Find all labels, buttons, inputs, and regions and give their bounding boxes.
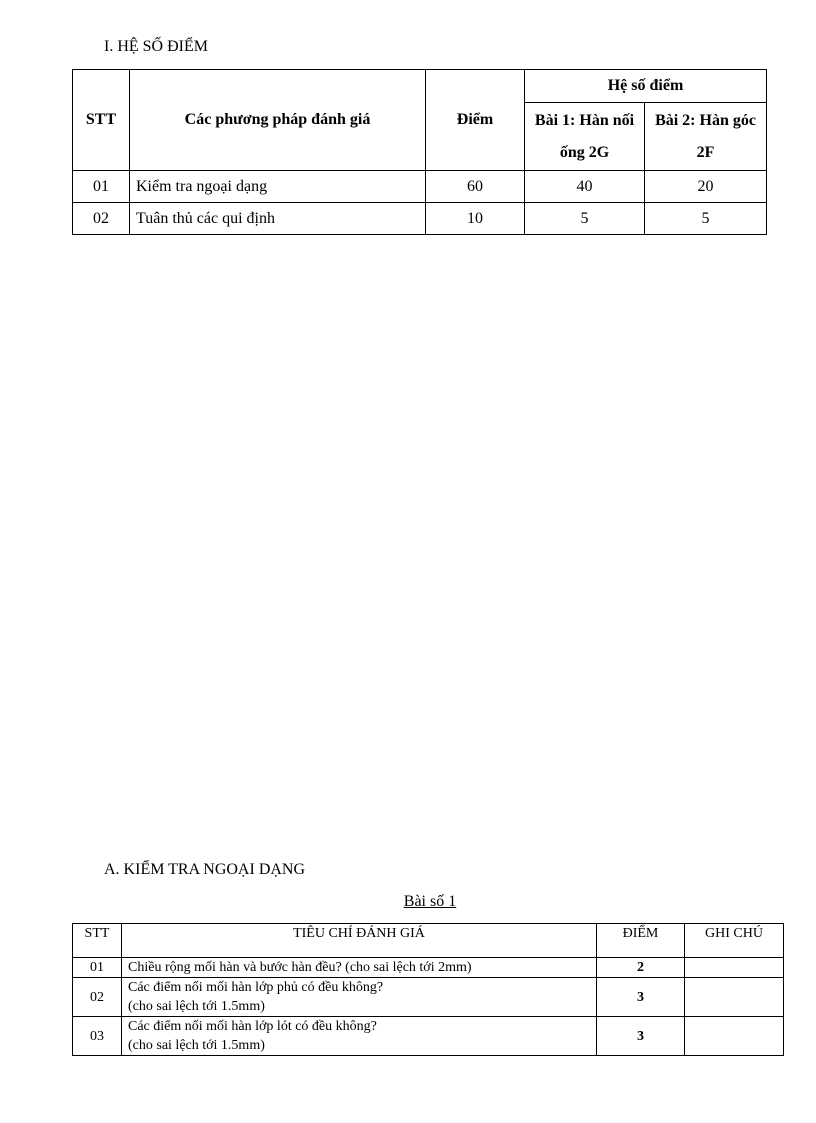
cell-criteria: Các điểm nối mối hàn lớp phủ có đều khôn… [121,977,597,1017]
cell-score: 3 [596,977,685,1017]
cell-stt: 02 [72,202,130,235]
header-bai2: Bài 2: Hàn góc 2F [643,102,768,171]
cell-score: 10 [425,202,525,235]
header-stt: STT [72,923,122,958]
table-row: 01 Chiều rộng mối hàn và bước hàn đều? (c… [72,957,784,978]
cell-score: 3 [596,1016,685,1056]
header-coef: Hệ số điểm [523,69,768,103]
criteria-line: (cho sai lệch tới 1.5mm) [128,1038,265,1053]
table-row: 01 Kiểm tra ngoại dạng 60 40 20 [72,170,768,203]
subtitle: Bài số 1 [403,893,457,910]
cell-method: Tuân thủ các qui định [129,202,426,235]
cell-bai1: 40 [524,170,645,203]
criteria-line: (cho sai lệch tới 1.5mm) [128,999,265,1014]
table-row: 02 Các điểm nối mối hàn lớp phủ có đều kh… [72,977,784,1017]
criteria-line: Các điểm nối mối hàn lớp lót có đều khôn… [128,1019,377,1034]
section-title: I. HỆ SỐ ĐIỂM [104,38,208,55]
criteria-line: Các điểm nối mối hàn lớp phủ có đều khôn… [128,980,384,995]
cell-stt: 01 [72,170,130,203]
cell-criteria: Chiều rộng mối hàn và bước hàn đều? (cho… [121,957,597,978]
cell-stt: 02 [72,977,122,1017]
cell-method: Kiểm tra ngoại dạng [129,170,426,203]
cell-score: 60 [425,170,525,203]
header-note: GHI CHÚ [684,923,784,958]
cell-bai2: 5 [643,202,768,235]
cell-note [684,977,784,1017]
cell-bai2: 20 [643,170,768,203]
header-stt: STT [72,69,130,171]
cell-note [684,1016,784,1056]
table-row: 02 Tuân thủ các qui định 10 5 5 [72,202,768,235]
header-score: ĐIỂM [596,923,685,958]
criteria-table: STT TIÊU CHÍ ĐÁNH GIÁ ĐIỂM GHI CHÚ 01 Chiều … [72,923,784,1056]
section-title: A. KIỂM TRA NGOẠI DẠNG [104,861,306,878]
cell-criteria: Các điểm nối mối hàn lớp lót có đều khôn… [121,1016,597,1056]
cell-bai1: 5 [524,202,645,235]
header-criteria: TIÊU CHÍ ĐÁNH GIÁ [121,923,597,958]
header-bai1: Bài 1: Hàn nối ống 2G [524,102,645,171]
coefficient-table: STT Các phương pháp đánh giá Điểm Hệ số … [72,69,768,235]
cell-stt: 03 [72,1016,122,1056]
cell-score: 2 [596,957,685,978]
cell-stt: 01 [72,957,122,978]
cell-note [684,957,784,978]
table-row: 03 Các điểm nối mối hàn lớp lót có đều kh… [72,1016,784,1056]
header-score: Điểm [425,69,525,171]
header-method: Các phương pháp đánh giá [129,69,426,171]
